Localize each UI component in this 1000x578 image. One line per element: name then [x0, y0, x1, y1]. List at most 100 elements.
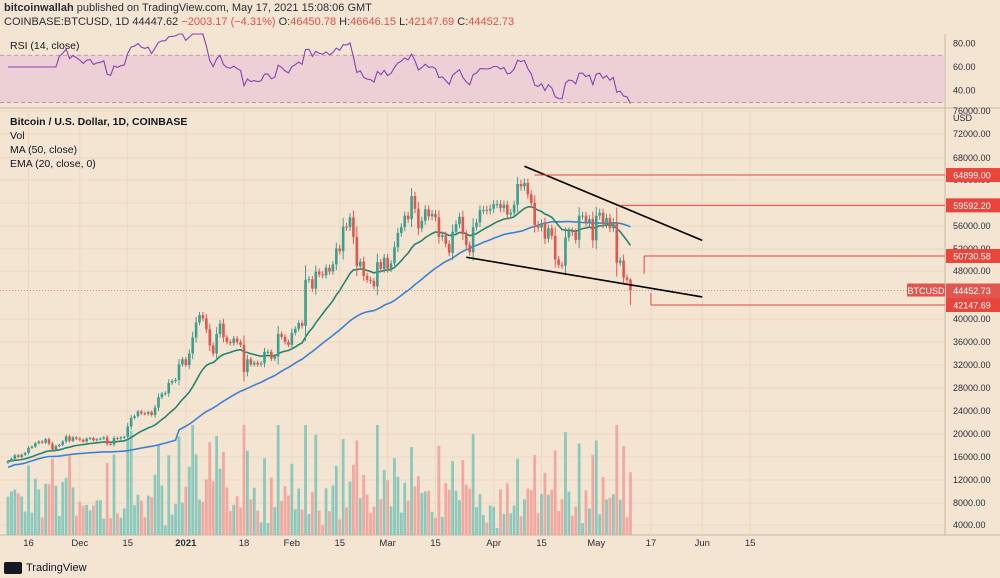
volume-bar — [519, 516, 523, 535]
volume-bar — [232, 504, 236, 535]
trendline-lower — [466, 256, 703, 298]
candle-body — [205, 318, 208, 330]
volume-bar — [198, 499, 201, 535]
candle-body — [167, 382, 171, 394]
time-tick-label: Apr — [486, 538, 501, 549]
volume-bar — [321, 525, 325, 535]
price-tick-label: 8000.00 — [953, 498, 986, 508]
candle-body — [417, 208, 420, 229]
candle-body — [153, 407, 157, 416]
open-value: 46450.78 — [290, 16, 337, 28]
candle-body — [601, 212, 605, 225]
volume-bar — [410, 447, 413, 535]
volume-bar — [461, 460, 465, 535]
candle-body — [157, 397, 160, 408]
candle-body — [34, 443, 37, 447]
volume-bar — [420, 492, 424, 535]
candle-body — [27, 447, 30, 453]
volume-bar — [13, 489, 17, 535]
candle-body — [229, 342, 232, 344]
volume-bar — [481, 515, 485, 535]
volume-bar — [553, 450, 557, 535]
candle-body — [40, 441, 44, 443]
volume-bar — [78, 501, 82, 535]
volume-bar — [605, 499, 608, 535]
price-tick-label: 4000.00 — [953, 520, 986, 530]
volume-bar — [434, 517, 437, 535]
volume-bar — [598, 514, 602, 535]
candle-body — [44, 439, 47, 443]
candle-body — [105, 437, 109, 444]
candle-body — [355, 236, 359, 267]
candle-body — [386, 257, 389, 269]
volume-bar — [293, 509, 297, 535]
author-name: bitcoinwallah — [4, 2, 74, 14]
volume-bar — [246, 450, 249, 535]
candle-body — [232, 338, 236, 344]
candle-body — [249, 359, 253, 365]
candle-body — [321, 274, 324, 276]
volume-bar — [396, 476, 400, 535]
volume-bar — [163, 525, 167, 535]
volume-bar — [20, 496, 24, 535]
candle-body — [47, 439, 51, 444]
candle-body — [413, 196, 417, 209]
price-tick-label: 68000.00 — [953, 153, 991, 163]
volume-bar — [372, 506, 376, 535]
symbol-label: COINBASE:BTCUSD, 1D — [4, 16, 130, 28]
volume-bar — [88, 510, 92, 535]
volume-bar — [215, 436, 219, 535]
volume-bar — [204, 479, 208, 535]
volume-bar — [109, 518, 112, 535]
candle-body — [499, 204, 502, 209]
low-value: 42147.69 — [408, 16, 455, 28]
candle-body — [276, 333, 280, 357]
candle-body — [516, 184, 519, 205]
price-tick-label: 28000.00 — [953, 383, 991, 393]
candle-body — [6, 461, 10, 463]
volume-bar — [44, 483, 48, 535]
volume-bar — [136, 494, 140, 535]
volume-bar — [300, 509, 304, 535]
volume-bar — [54, 485, 58, 535]
volume-bar — [495, 528, 499, 535]
volume-bar — [564, 432, 567, 535]
candle-body — [99, 438, 102, 440]
candle-body — [379, 262, 383, 269]
volume-bar — [269, 477, 273, 535]
candle-body — [20, 454, 23, 457]
candle-body — [345, 226, 348, 228]
candle-body — [136, 411, 140, 417]
candle-body — [478, 209, 482, 223]
candle-body — [109, 443, 112, 445]
main-legend-title: Bitcoin / U.S. Dollar, 1D, COINBASE — [10, 116, 188, 128]
volume-bar — [105, 462, 109, 535]
volume-bar — [512, 505, 516, 535]
candle-body — [23, 452, 27, 455]
candle-body — [410, 196, 413, 220]
publish-text: published on TradingView.com, May 17, 20… — [76, 2, 372, 14]
volume-bar — [581, 523, 584, 535]
volume-bar — [365, 494, 369, 535]
volume-bar — [102, 518, 106, 535]
footer-brand[interactable]: TradingView — [4, 562, 87, 574]
volume-bar — [403, 482, 407, 535]
rsi-tick-label: 40.00 — [953, 86, 976, 96]
time-tick-label: 17 — [646, 538, 657, 549]
volume-bar — [348, 481, 352, 535]
level-price-label: 64899.00 — [953, 171, 991, 181]
time-tick-label: 18 — [239, 538, 250, 549]
candle-body — [348, 217, 352, 228]
volume-bar — [266, 523, 270, 535]
candle-body — [519, 184, 523, 187]
price-tick-label: 36000.00 — [953, 337, 991, 347]
price-tick-label: 12000.00 — [953, 475, 991, 485]
candle-body — [116, 438, 119, 440]
volume-bar — [557, 511, 561, 535]
volume-bar — [588, 508, 591, 535]
volume-bar — [334, 465, 338, 535]
volume-bar — [629, 472, 632, 535]
volume-bar — [516, 458, 519, 535]
volume-bar — [550, 489, 554, 535]
